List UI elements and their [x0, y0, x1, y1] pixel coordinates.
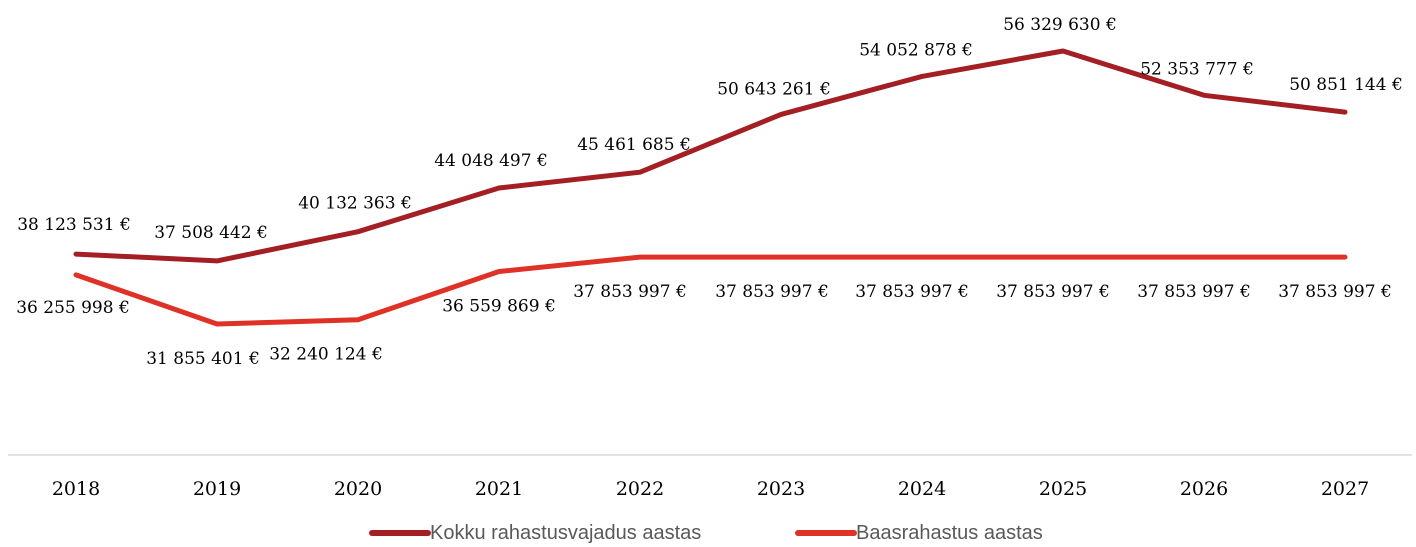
data-label: 54 052 878 € — [859, 40, 973, 60]
legend-label-2: Baasrahastus aastas — [856, 522, 1043, 544]
x-tick-label: 2018 — [52, 478, 100, 500]
data-label: 50 851 144 € — [1289, 75, 1403, 95]
legend: Kokku rahastusvajadus aastas Baasrahastus… — [369, 522, 1043, 544]
x-tick-label: 2021 — [475, 478, 523, 500]
x-tick-label: 2026 — [1180, 478, 1228, 500]
data-label: 45 461 685 € — [577, 135, 691, 155]
data-label: 37 853 997 € — [1137, 282, 1251, 302]
data-label: 32 240 124 € — [269, 345, 383, 365]
series-line-1 — [73, 48, 1348, 264]
x-tick-label: 2019 — [193, 478, 241, 500]
data-label: 37 853 997 € — [996, 282, 1110, 302]
data-label: 56 329 630 € — [1003, 15, 1117, 35]
data-label: 31 855 401 € — [146, 349, 260, 369]
data-label: 52 353 777 € — [1140, 59, 1254, 79]
series-line-2 — [73, 254, 1348, 327]
x-tick-label: 2023 — [757, 478, 805, 500]
data-label: 37 853 997 € — [715, 282, 829, 302]
x-tick-label: 2027 — [1321, 478, 1369, 500]
data-label: 36 559 869 € — [442, 297, 556, 317]
data-label: 37 853 997 € — [1278, 282, 1392, 302]
legend-label-1: Kokku rahastusvajadus aastas — [430, 522, 701, 544]
data-label: 38 123 531 € — [17, 215, 131, 235]
data-label: 37 508 442 € — [154, 223, 268, 243]
x-tick-label: 2025 — [1039, 478, 1087, 500]
x-tick-label: 2020 — [334, 478, 382, 500]
x-tick-label: 2024 — [898, 478, 946, 500]
x-tick-layer: 2018 2019 2020 2021 2022 2023 2024 2025 2026 2027 — [52, 478, 1369, 500]
data-label: 36 255 998 € — [16, 298, 130, 318]
data-label: 40 132 363 € — [298, 194, 412, 214]
series-layer — [73, 48, 1348, 327]
data-label: 44 048 497 € — [434, 151, 548, 171]
x-tick-label: 2022 — [616, 478, 664, 500]
data-label-layer: 38 123 531 € 37 508 442 € 40 132 363 € 44 0… — [16, 15, 1403, 369]
data-label: 37 853 997 € — [573, 282, 687, 302]
data-label: 37 853 997 € — [855, 282, 969, 302]
data-label: 50 643 261 € — [717, 79, 831, 99]
